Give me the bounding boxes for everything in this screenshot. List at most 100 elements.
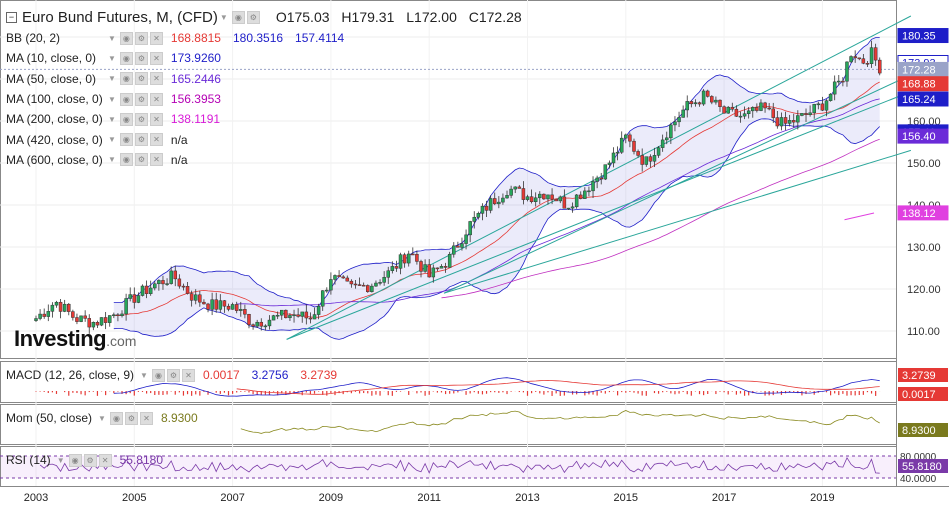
macd-signal-line (236, 379, 880, 395)
candle-body (374, 282, 378, 287)
indicator-controls[interactable]: ▼ ◉ ⚙ ✕ (108, 153, 165, 167)
indicator-row: MA (10, close, 0) ▼ ◉ ⚙ ✕ 173.9260 (6, 48, 530, 68)
eye-icon[interactable]: ◉ (109, 411, 123, 425)
gear-icon[interactable]: ⚙ (134, 31, 148, 45)
rsi-controls[interactable]: ▼ ◉ ⚙ ✕ (56, 453, 114, 467)
gear-icon[interactable]: ⚙ (246, 10, 260, 24)
eye-icon[interactable]: ◉ (119, 51, 133, 65)
close-icon[interactable]: ✕ (181, 368, 195, 382)
close-icon[interactable]: ✕ (149, 112, 163, 126)
dropdown-icon[interactable]: ▼ (219, 12, 228, 22)
macd-controls[interactable]: ▼ ◉ ⚙ ✕ (140, 368, 197, 382)
candle-body (685, 101, 689, 111)
dropdown-icon[interactable]: ▼ (108, 135, 116, 145)
candle-body (738, 115, 743, 118)
indicator-controls[interactable]: ▼ ◉ ⚙ ✕ (108, 112, 165, 126)
indicator-controls[interactable]: ▼ ◉ ⚙ ✕ (108, 92, 165, 106)
candle-body (665, 137, 669, 141)
candle-body (255, 321, 259, 327)
indicator-value: 156.3953 (170, 92, 221, 107)
candle-body (79, 315, 83, 322)
dropdown-icon[interactable]: ▼ (140, 370, 148, 380)
candle-body (329, 279, 333, 291)
eye-icon[interactable]: ◉ (231, 10, 245, 24)
candle-body (226, 305, 231, 310)
eye-icon[interactable]: ◉ (119, 92, 133, 106)
close-icon[interactable]: ✕ (98, 453, 112, 467)
close-icon[interactable]: ✕ (149, 72, 163, 86)
macd-histogram-value: 0.0017 (202, 368, 240, 382)
dropdown-icon[interactable]: ▼ (108, 94, 116, 104)
eye-icon[interactable]: ◉ (68, 453, 82, 467)
dropdown-icon[interactable]: ▼ (98, 413, 106, 423)
gear-icon[interactable]: ⚙ (134, 92, 148, 106)
eye-icon[interactable]: ◉ (119, 31, 133, 45)
gear-icon[interactable]: ⚙ (83, 453, 97, 467)
close-icon[interactable]: ✕ (139, 411, 153, 425)
gear-icon[interactable]: ⚙ (166, 368, 180, 382)
dropdown-icon[interactable]: ▼ (108, 155, 116, 165)
gear-icon[interactable]: ⚙ (134, 72, 148, 86)
candle-body (636, 151, 640, 156)
dropdown-icon[interactable]: ▼ (108, 53, 116, 63)
rsi-tick-label: 80.0000 (900, 452, 937, 463)
candle-body (398, 254, 403, 269)
candle-body (382, 277, 386, 283)
gear-icon[interactable]: ⚙ (134, 133, 148, 147)
candle-body (50, 304, 55, 312)
title-controls[interactable]: ▼ ◉ ⚙ (219, 10, 262, 24)
close-icon[interactable]: ✕ (149, 31, 163, 45)
candle-body (251, 324, 255, 327)
close-icon[interactable]: ✕ (149, 133, 163, 147)
y-tick-label: 130.00 (907, 242, 941, 254)
candle-body (841, 80, 845, 83)
candle-body (222, 300, 227, 307)
bollinger-lower-line (113, 118, 880, 340)
indicator-controls[interactable]: ▼ ◉ ⚙ ✕ (108, 133, 165, 147)
collapse-icon[interactable]: − (6, 11, 17, 23)
candle-body (771, 108, 775, 118)
indicator-controls[interactable]: ▼ ◉ ⚙ ✕ (108, 51, 165, 65)
gear-icon[interactable]: ⚙ (134, 153, 148, 167)
eye-icon[interactable]: ◉ (119, 72, 133, 86)
close-icon[interactable]: ✕ (149, 153, 163, 167)
eye-icon[interactable]: ◉ (119, 112, 133, 126)
gear-icon[interactable]: ⚙ (134, 112, 148, 126)
eye-icon[interactable]: ◉ (119, 133, 133, 147)
candle-body (427, 264, 431, 278)
mom-value: 8.9300 (160, 411, 198, 425)
price-tag-label: 165.24 (902, 94, 936, 106)
candle-body (116, 314, 120, 317)
indicator-controls[interactable]: ▼ ◉ ⚙ ✕ (108, 72, 165, 86)
candle-body (480, 205, 485, 214)
dropdown-icon[interactable]: ▼ (108, 114, 116, 124)
candle-body (861, 58, 866, 64)
dropdown-icon[interactable]: ▼ (56, 455, 65, 465)
candle-body (247, 313, 251, 325)
eye-icon[interactable]: ◉ (151, 368, 165, 382)
price-tag (897, 28, 949, 44)
candle-body (648, 156, 653, 162)
gear-icon[interactable]: ⚙ (134, 51, 148, 65)
indicator-value: 173.9260 (170, 51, 221, 66)
candle-body (787, 120, 792, 124)
price-tag (897, 128, 949, 144)
candle-body (607, 162, 612, 165)
rsi-tag-label: 55.8180 (902, 461, 942, 473)
mom-controls[interactable]: ▼ ◉ ⚙ ✕ (98, 411, 155, 425)
candle-body (705, 90, 710, 97)
close-value: C172.28 (468, 9, 522, 25)
dropdown-icon[interactable]: ▼ (108, 74, 116, 84)
indicator-row: MA (420, close, 0) ▼ ◉ ⚙ ✕ n/a (6, 129, 530, 149)
eye-icon[interactable]: ◉ (119, 153, 133, 167)
indicator-controls[interactable]: ▼ ◉ ⚙ ✕ (108, 31, 165, 45)
gear-icon[interactable]: ⚙ (124, 411, 138, 425)
chart-title: Euro Bund Futures, M, (CFD) (22, 8, 218, 26)
x-tick-label: 2007 (220, 492, 244, 504)
close-icon[interactable]: ✕ (149, 51, 163, 65)
dropdown-icon[interactable]: ▼ (108, 33, 116, 43)
candle-body (112, 314, 116, 316)
mom-tag (898, 423, 948, 437)
close-icon[interactable]: ✕ (149, 92, 163, 106)
indicator-row: MA (200, close, 0) ▼ ◉ ⚙ ✕ 138.1191 (6, 109, 530, 129)
